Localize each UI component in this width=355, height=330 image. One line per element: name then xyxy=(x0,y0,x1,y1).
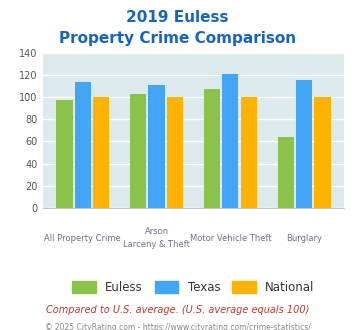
Text: Burglary: Burglary xyxy=(286,234,322,243)
Bar xyxy=(222,74,239,208)
Text: © 2025 CityRating.com - https://www.cityrating.com/crime-statistics/: © 2025 CityRating.com - https://www.city… xyxy=(45,323,310,330)
Bar xyxy=(56,100,72,208)
Bar xyxy=(148,85,165,208)
Bar xyxy=(93,97,109,208)
Text: Property Crime Comparison: Property Crime Comparison xyxy=(59,31,296,46)
Text: All Property Crime: All Property Crime xyxy=(44,234,121,243)
Text: 2019 Euless: 2019 Euless xyxy=(126,10,229,25)
Legend: Euless, Texas, National: Euless, Texas, National xyxy=(67,276,320,298)
Bar xyxy=(75,82,91,208)
Text: Motor Vehicle Theft: Motor Vehicle Theft xyxy=(190,234,271,243)
Bar xyxy=(130,94,146,208)
Bar xyxy=(315,97,331,208)
Text: Compared to U.S. average. (U.S. average equals 100): Compared to U.S. average. (U.S. average … xyxy=(46,305,309,315)
Bar xyxy=(167,97,183,208)
Bar xyxy=(241,97,257,208)
Bar xyxy=(204,89,220,208)
Bar xyxy=(296,81,312,208)
Text: Arson: Arson xyxy=(144,227,169,236)
Bar xyxy=(278,137,294,208)
Text: Larceny & Theft: Larceny & Theft xyxy=(123,240,190,249)
